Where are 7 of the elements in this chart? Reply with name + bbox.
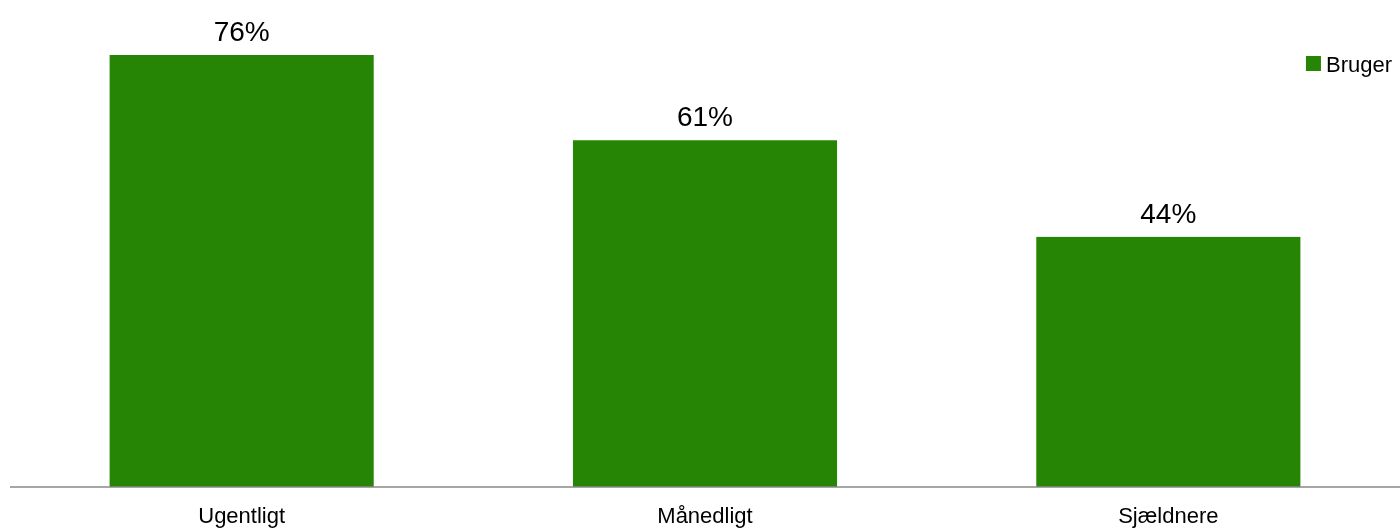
- x-tick-label: Ugentligt: [198, 502, 286, 528]
- data-label: 61%: [676, 101, 734, 133]
- legend-label: Bruger: [1325, 52, 1392, 77]
- x-tick-label: Sjældnere: [1118, 502, 1219, 528]
- data-label: 76%: [213, 16, 270, 47]
- data-label: 44%: [1140, 197, 1197, 229]
- x-tick-label: Månedligt: [657, 502, 753, 528]
